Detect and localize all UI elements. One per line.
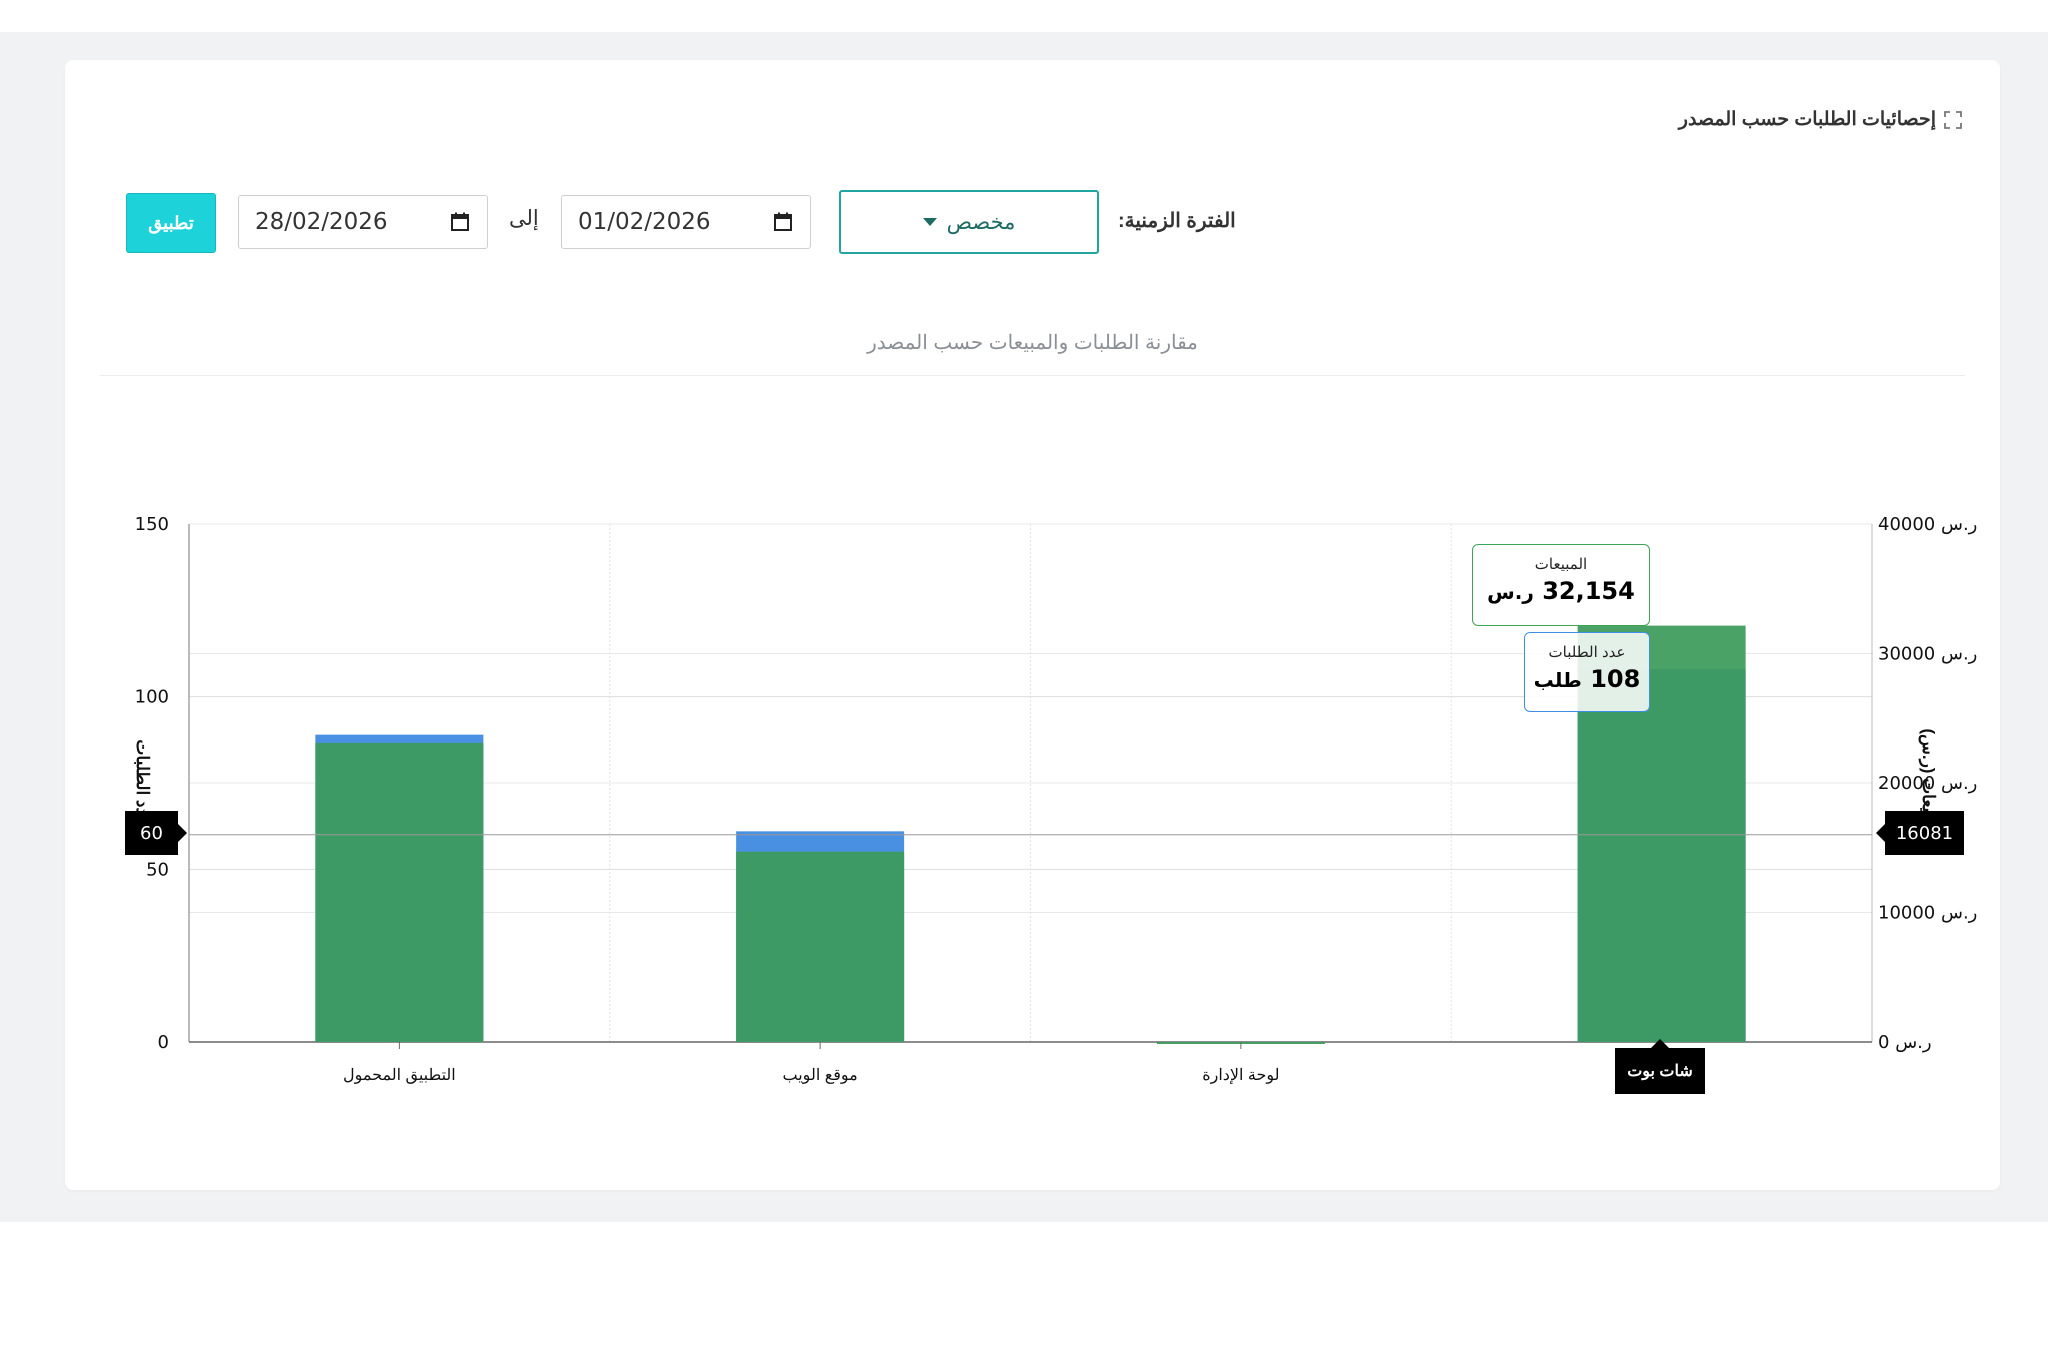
crosshair-category-marker: شات بوت	[1615, 1039, 1705, 1094]
y-left-axis-title: عدد الطلبات	[133, 739, 152, 826]
sales-tooltip-value: 32,154 ر.س	[1473, 577, 1649, 605]
y-right-tick-label: 40000 ر.س	[1878, 514, 1977, 535]
card-title: إحصائيات الطلبات حسب المصدر	[1679, 108, 1964, 131]
y-left-tick-label: 100	[135, 687, 169, 708]
stats-card: إحصائيات الطلبات حسب المصدر الفترة الزمن…	[65, 60, 2000, 1190]
bar-sales	[315, 742, 484, 1042]
y-left-tick-label: 150	[135, 514, 169, 535]
from-date-value: 01/02/2026	[578, 209, 711, 235]
x-tick-label: التطبيق المحمول	[343, 1067, 456, 1084]
to-label: إلى	[509, 207, 539, 230]
calendar-icon[interactable]	[449, 211, 471, 233]
chart-title: مقارنة الطلبات والمبيعات حسب المصدر	[867, 332, 1198, 354]
orders-tooltip-unit: طلب	[1533, 668, 1582, 692]
to-date-value: 28/02/2026	[255, 209, 388, 235]
crosshair-right-marker: 16081	[1876, 811, 1964, 855]
orders-tooltip-label: عدد الطلبات	[1548, 644, 1626, 661]
orders-tooltip: عدد الطلبات 108 طلب	[1524, 632, 1650, 712]
from-date-input[interactable]: 01/02/2026	[561, 195, 811, 249]
x-tick-label: لوحة الإدارة	[1202, 1067, 1279, 1084]
y-right-tick-label: 20000 ر.س	[1878, 773, 1977, 794]
expand-icon[interactable]	[1942, 109, 1964, 131]
apply-button[interactable]: تطبيق	[126, 193, 216, 253]
sales-tooltip-number: 32,154	[1542, 577, 1635, 605]
y-right-tick-label: 0 ر.س	[1878, 1032, 1932, 1053]
card-title-text: إحصائيات الطلبات حسب المصدر	[1678, 109, 1936, 130]
to-date-input[interactable]: 28/02/2026	[238, 195, 488, 249]
period-label: الفترة الزمنية:	[1118, 210, 1236, 232]
period-select-value: مخصص	[946, 210, 1016, 234]
chart-divider	[100, 375, 1965, 376]
bar-sales	[736, 851, 905, 1042]
y-right-tick-label: 10000 ر.س	[1878, 903, 1977, 924]
y-left-tick-label: 50	[146, 859, 169, 880]
period-select[interactable]: مخصص	[839, 190, 1099, 254]
sales-tooltip-unit: ر.س	[1487, 580, 1534, 604]
y-left-tick-label: 0	[158, 1032, 169, 1053]
x-tick-label: موقع الويب	[783, 1067, 858, 1084]
calendar-icon[interactable]	[772, 211, 794, 233]
orders-tooltip-number: 108	[1590, 665, 1641, 693]
sales-tooltip-label: المبيعات	[1534, 556, 1588, 573]
y-right-axis-title: المبيعات (ر.س)	[1918, 728, 1938, 837]
chevron-down-icon	[922, 218, 937, 226]
crosshair-left-marker: 60	[125, 811, 187, 855]
orders-tooltip-value: 108 طلب	[1525, 665, 1649, 693]
y-right-tick-label: 30000 ر.س	[1878, 644, 1977, 665]
sales-tooltip: المبيعات 32,154 ر.س	[1472, 544, 1650, 626]
